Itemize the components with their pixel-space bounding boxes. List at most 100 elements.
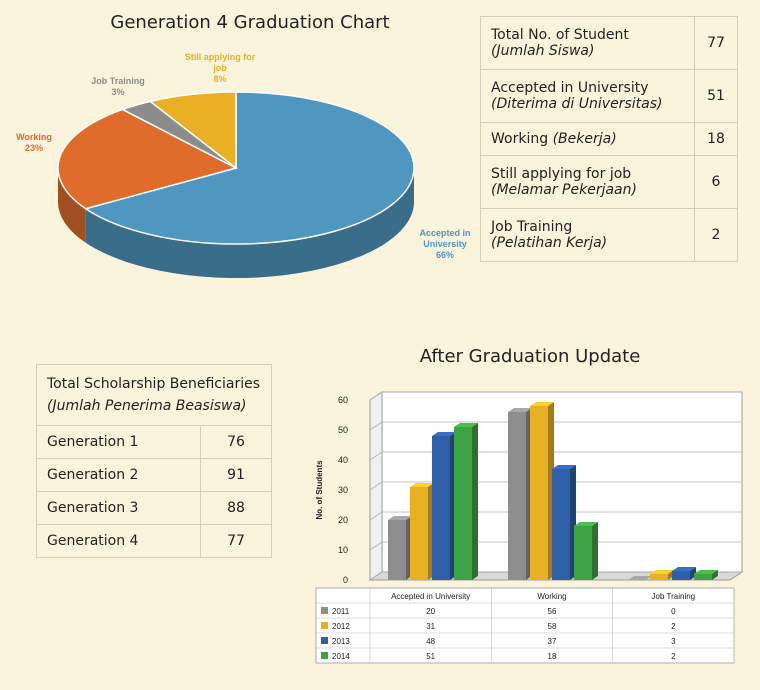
table-row: Generation 4 77 bbox=[36, 524, 272, 558]
pie-label-job-training-line1: Job Training bbox=[91, 76, 145, 86]
gridline bbox=[369, 391, 742, 401]
graduation-summary-table: Total No. of Student (Jumlah Siswa) 77 Ac… bbox=[480, 16, 738, 262]
bar bbox=[694, 574, 712, 580]
table-row: Generation 2 91 bbox=[36, 458, 272, 492]
bar bbox=[454, 427, 472, 580]
row-label: Generation 4 bbox=[36, 524, 201, 558]
pie-chart bbox=[57, 91, 415, 278]
row-value: 18 bbox=[694, 122, 738, 156]
bar-top bbox=[650, 570, 674, 574]
legend-series-name: 2012 bbox=[332, 622, 350, 631]
table-header-row: Total Scholarship Beneficiaries (Jumlah … bbox=[36, 364, 272, 426]
pie-label-still-applying-line2: job bbox=[213, 63, 227, 73]
pie-label-still-applying-pct: 8% bbox=[213, 74, 227, 84]
row-label: Total No. of Student bbox=[491, 27, 629, 43]
table-header-cell: Total Scholarship Beneficiaries (Jumlah … bbox=[36, 364, 272, 426]
y-tick-label: 10 bbox=[338, 545, 348, 555]
bar-top bbox=[454, 423, 478, 427]
row-value: 6 bbox=[694, 155, 738, 209]
data-value-label: 18 bbox=[548, 652, 557, 661]
legend-swatch bbox=[321, 607, 328, 614]
pie-label-still-applying: Still applying for job 8% bbox=[170, 52, 270, 85]
gridline bbox=[369, 571, 742, 581]
table-row: Generation 3 88 bbox=[36, 491, 272, 525]
bar bbox=[432, 436, 450, 580]
data-value-label: 2 bbox=[671, 652, 676, 661]
row-label-cell: Still applying for job (Melamar Pekerjaan… bbox=[480, 155, 695, 209]
bar bbox=[574, 526, 592, 580]
bar-top bbox=[432, 432, 456, 436]
legend-swatch bbox=[321, 637, 328, 644]
row-label: Job Training bbox=[491, 219, 573, 235]
pie-label-accepted: Accepted in University 66% bbox=[400, 228, 490, 261]
legend-series-name: 2011 bbox=[332, 607, 350, 616]
table-row: Accepted in University (Diterima di Unive… bbox=[480, 69, 738, 123]
legend-swatch bbox=[321, 622, 328, 629]
bar-top bbox=[628, 576, 652, 580]
bar-top bbox=[574, 522, 598, 526]
pie-slice-side bbox=[85, 168, 415, 278]
scholarship-table: Total Scholarship Beneficiaries (Jumlah … bbox=[36, 364, 272, 558]
x-category-label: Working bbox=[537, 592, 566, 601]
bar bbox=[410, 487, 428, 580]
row-value: 77 bbox=[200, 524, 272, 558]
pie-slice bbox=[148, 91, 237, 170]
gridline bbox=[369, 451, 742, 461]
bar-top bbox=[410, 483, 434, 487]
row-label: Generation 1 bbox=[36, 425, 201, 459]
row-label-cell: Accepted in University (Diterima di Unive… bbox=[480, 69, 695, 123]
pie-label-working-line1: Working bbox=[16, 132, 52, 142]
row-label-cell: Working (Bekerja) bbox=[480, 122, 695, 156]
row-sublabel: (Melamar Pekerjaan) bbox=[491, 182, 637, 198]
legend-series-name: 2013 bbox=[332, 637, 350, 646]
bar-top bbox=[530, 402, 554, 406]
row-label-cell: Total No. of Student (Jumlah Siswa) bbox=[480, 16, 695, 70]
pie-slice-side bbox=[58, 168, 86, 243]
data-value-label: 20 bbox=[426, 607, 435, 616]
bar-side bbox=[592, 522, 598, 580]
y-tick-label: 40 bbox=[338, 455, 348, 465]
table-header-sub: (Jumlah Penerima Beasiswa) bbox=[47, 398, 247, 414]
bar-top bbox=[508, 408, 532, 412]
bar bbox=[628, 580, 646, 581]
data-value-label: 51 bbox=[426, 652, 435, 661]
row-value: 51 bbox=[694, 69, 738, 123]
x-category-label: Accepted in University bbox=[391, 592, 470, 601]
data-value-label: 0 bbox=[671, 607, 676, 616]
bar bbox=[650, 574, 668, 580]
gridline bbox=[369, 541, 742, 551]
bar-top bbox=[552, 465, 576, 469]
row-value: 76 bbox=[200, 425, 272, 459]
row-value: 77 bbox=[694, 16, 738, 70]
bar bbox=[672, 571, 690, 580]
data-value-label: 56 bbox=[548, 607, 557, 616]
bar bbox=[552, 469, 570, 580]
pie-label-accepted-line2: University bbox=[423, 239, 467, 249]
y-axis-label: No. of Students bbox=[315, 460, 324, 520]
data-value-label: 48 bbox=[426, 637, 435, 646]
row-value: 2 bbox=[694, 208, 738, 262]
data-value-label: 3 bbox=[671, 637, 676, 646]
table-row: Total No. of Student (Jumlah Siswa) 77 bbox=[480, 16, 738, 70]
bar-chart-title: After Graduation Update bbox=[419, 346, 641, 367]
data-value-label: 31 bbox=[426, 622, 435, 631]
y-tick-label: 0 bbox=[343, 575, 348, 585]
row-sublabel: (Jumlah Siswa) bbox=[491, 43, 595, 59]
bar bbox=[530, 406, 548, 580]
bar-top bbox=[694, 570, 718, 574]
legend-series-name: 2014 bbox=[332, 652, 350, 661]
y-tick-label: 30 bbox=[338, 485, 348, 495]
row-value: 91 bbox=[200, 458, 272, 492]
gridline bbox=[369, 511, 742, 521]
row-label: Accepted in University bbox=[491, 80, 649, 96]
pie-slice bbox=[83, 91, 415, 245]
pie-label-job-training-pct: 3% bbox=[111, 87, 125, 97]
pie-slice bbox=[57, 108, 239, 210]
pie-chart-title: Generation 4 Graduation Chart bbox=[110, 12, 390, 33]
data-value-label: 2 bbox=[671, 622, 676, 631]
y-tick-label: 20 bbox=[338, 515, 348, 525]
row-sublabel: (Pelatihan Kerja) bbox=[491, 235, 608, 251]
bar-side bbox=[472, 423, 478, 580]
table-row: Still applying for job (Melamar Pekerjaan… bbox=[480, 155, 738, 209]
table-row: Working (Bekerja) 18 bbox=[480, 122, 738, 156]
